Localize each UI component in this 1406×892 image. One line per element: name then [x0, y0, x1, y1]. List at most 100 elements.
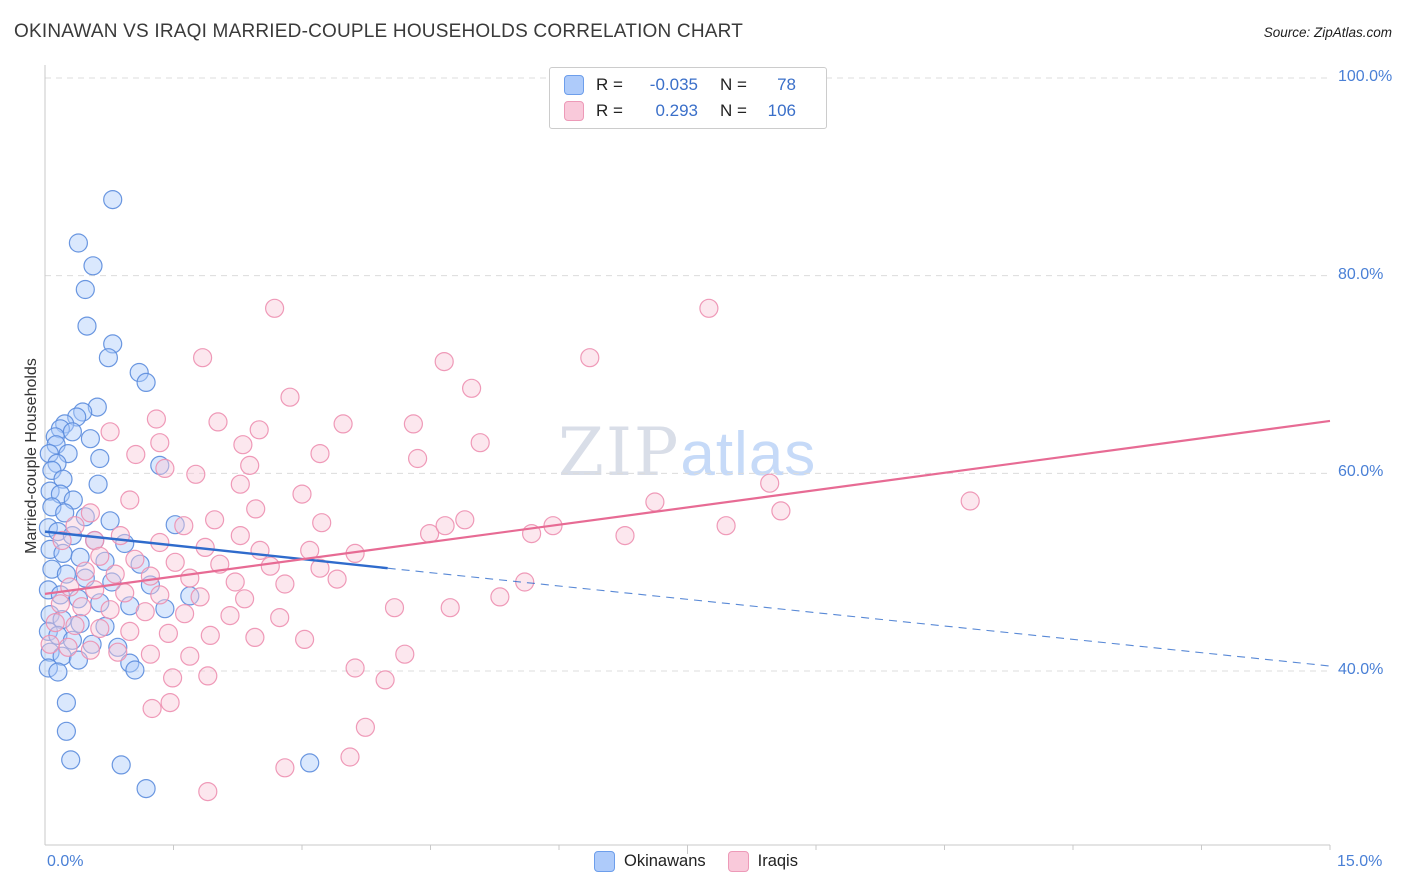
okinawans-point [136, 372, 156, 392]
iraqis-point [150, 585, 170, 605]
okinawans-point [68, 233, 89, 253]
iraqis-point [333, 414, 353, 434]
iraqis-point [771, 501, 791, 521]
legend-item-iraqis: Iraqis [727, 851, 798, 872]
iraqis-point [155, 458, 175, 478]
iraqis-point [65, 615, 85, 636]
okinawans-point [56, 692, 77, 713]
iraqis-point [120, 621, 140, 642]
okinawans-point [38, 580, 59, 600]
okinawans-point [75, 279, 95, 300]
okinawans-swatch-icon [594, 851, 615, 872]
iraqis-point [327, 569, 347, 589]
iraqis-point [50, 594, 71, 614]
r-value-iraqis: 0.293 [655, 101, 698, 120]
iraqis-point [80, 640, 101, 660]
iraqis-point [163, 668, 183, 688]
iraqis-point [140, 644, 160, 664]
iraqis-point [158, 623, 178, 644]
zipatlas-watermark: ZIP atlas [558, 414, 816, 491]
y-tick-60: 60.0% [1338, 463, 1384, 480]
iraqis-point [208, 412, 228, 432]
y-tick-100: 100.0% [1338, 68, 1393, 85]
correlation-legend-box: R = -0.035 N = 78 R = 0.293 N = 106 [549, 67, 827, 129]
iraqis-swatch-icon [727, 851, 749, 872]
iraqis-point [384, 598, 405, 618]
iraqis-point [125, 549, 145, 569]
iraqis-point [120, 490, 140, 510]
okinawans-point [40, 642, 60, 662]
iraqis-point [265, 298, 285, 318]
iraqis-point [246, 499, 266, 519]
okinawans-point [56, 721, 77, 741]
iraqis-point [72, 597, 92, 617]
iraqis-point [85, 580, 105, 600]
iraqis-swatch-icon [564, 101, 584, 121]
iraqis-point [280, 387, 300, 407]
okinawans-point [98, 348, 119, 368]
legend-label-iraqis: Iraqis [757, 852, 798, 870]
iraqis-point [960, 491, 980, 511]
iraqis-point [250, 540, 270, 561]
iraqis-point [220, 605, 240, 626]
iraqis-point [260, 556, 280, 576]
iraqis-point [490, 587, 510, 607]
iraqis-point [230, 525, 250, 546]
page-title: OKINAWAN VS IRAQI MARRIED-COUPLE HOUSEHO… [14, 21, 744, 42]
iraqis-point [434, 352, 454, 372]
iraqis-point [225, 572, 245, 592]
okinawans-point [129, 362, 149, 383]
n-value-okinawans: 78 [777, 75, 796, 94]
n-label: N = [720, 101, 747, 120]
iraqis-point [100, 422, 120, 442]
iraqis-point [440, 598, 460, 618]
iraqis-point [345, 658, 365, 678]
okinawans-point [80, 429, 101, 449]
okinawans-point [62, 422, 83, 442]
source-link[interactable]: Source: ZipAtlas.com [1263, 25, 1392, 40]
iraqis-point [150, 433, 170, 453]
iraqis-point [60, 577, 80, 597]
iraqis-point [140, 566, 160, 586]
okinawans-point [67, 407, 87, 427]
r-label: R = [596, 101, 623, 120]
okinawans-point [39, 444, 59, 464]
iraqis-point [75, 561, 95, 581]
okinawans-point [136, 778, 156, 799]
iraqis-point [435, 516, 455, 536]
iraqis-point [275, 758, 295, 778]
okinawans-point [111, 755, 131, 775]
okinawans-point [150, 455, 170, 475]
iraqis-point [375, 670, 395, 690]
legend-row-okinawans: R = -0.035 N = 78 [564, 75, 812, 95]
okinawans-trend-line-extrapolated [387, 567, 1331, 667]
okinawans-point [125, 660, 145, 680]
iraqis-point [40, 634, 60, 654]
r-label: R = [596, 75, 623, 94]
iraqis-point [760, 473, 780, 493]
okinawans-point [103, 190, 123, 210]
iraqis-point [190, 587, 210, 607]
okinawans-point [53, 469, 73, 489]
iraqis-point [45, 612, 65, 633]
iraqis-point [58, 637, 78, 657]
iraqis-point [408, 448, 428, 469]
iraqis-point [90, 618, 110, 639]
okinawans-point [61, 750, 81, 770]
x-tick-max: 15.0% [1337, 853, 1383, 870]
iraqis-point [355, 717, 375, 737]
iraqis-point [108, 642, 128, 662]
legend-row-iraqis: R = 0.293 N = 106 [564, 101, 812, 121]
iraqis-point [470, 433, 490, 453]
y-tick-40: 40.0% [1338, 661, 1384, 678]
iraqis-point [395, 644, 415, 664]
iraqis-point [295, 629, 315, 650]
iraqis-point [230, 474, 250, 494]
okinawans-trend-line [44, 530, 388, 570]
iraqis-point [200, 625, 220, 646]
iraqis-point [270, 607, 290, 628]
iraqis-point [90, 546, 110, 566]
legend-item-okinawans: Okinawans [594, 851, 706, 872]
series-legend: Okinawans Iraqis [594, 851, 798, 872]
